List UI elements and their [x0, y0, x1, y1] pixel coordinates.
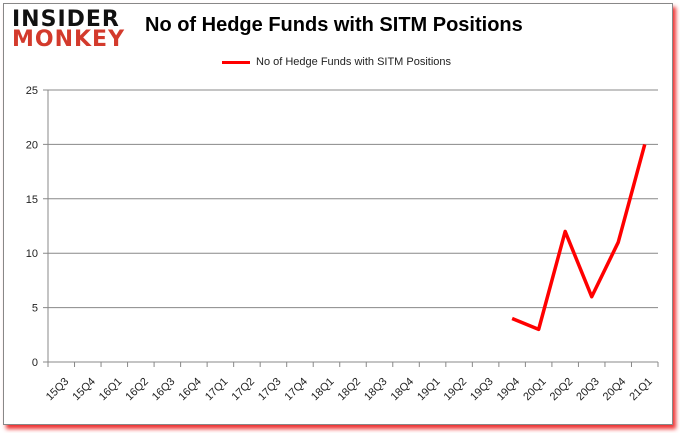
x-tick-label: 19Q2 — [442, 376, 470, 404]
y-tick-label: 20 — [26, 139, 38, 151]
x-tick-label: 16Q1 — [97, 376, 125, 404]
x-tick-label: 16Q2 — [123, 376, 151, 404]
x-tick-label: 16Q3 — [150, 376, 178, 404]
logo-line2: MONKEY — [12, 27, 126, 52]
y-tick-label: 15 — [26, 194, 38, 206]
legend-swatch — [222, 60, 250, 64]
x-tick-label: 17Q1 — [203, 376, 231, 404]
y-tick-label: 10 — [26, 248, 38, 260]
y-tick-label: 0 — [32, 357, 38, 369]
x-tick-label: 17Q4 — [283, 376, 311, 404]
x-tick-label: 19Q3 — [468, 376, 496, 404]
x-tick-label: 19Q4 — [495, 376, 523, 404]
x-tick-label: 20Q1 — [521, 376, 549, 404]
x-tick-label: 17Q3 — [256, 376, 284, 404]
x-tick-label: 18Q2 — [336, 376, 364, 404]
y-tick-label: 5 — [32, 303, 38, 315]
logo-line1: INSIDER — [12, 7, 120, 32]
legend-label: No of Hedge Funds with SITM Positions — [256, 56, 452, 68]
y-tick-label: 25 — [26, 85, 38, 97]
x-tick-label: 18Q3 — [362, 376, 390, 404]
x-tick-label: 21Q1 — [627, 376, 655, 404]
x-tick-label: 17Q2 — [230, 376, 258, 404]
legend: No of Hedge Funds with SITM Positions — [222, 56, 451, 68]
insider-monkey-logo: INSIDER MONKEY — [12, 7, 126, 52]
x-tick-label: 20Q2 — [548, 376, 576, 404]
x-tick-label: 19Q1 — [415, 376, 443, 404]
x-tick-label: 18Q1 — [309, 376, 337, 404]
x-tick-label: 20Q4 — [601, 376, 629, 404]
chart-frame — [3, 3, 673, 425]
x-tick-label: 18Q4 — [389, 376, 417, 404]
x-tick-label: 20Q3 — [574, 376, 602, 404]
x-tick-label: 15Q3 — [44, 376, 72, 404]
series-line — [511, 143, 647, 332]
chart-title: No of Hedge Funds with SITM Positions — [145, 14, 523, 36]
x-tick-label: 15Q4 — [70, 376, 98, 404]
x-tick-label: 16Q4 — [176, 376, 204, 404]
